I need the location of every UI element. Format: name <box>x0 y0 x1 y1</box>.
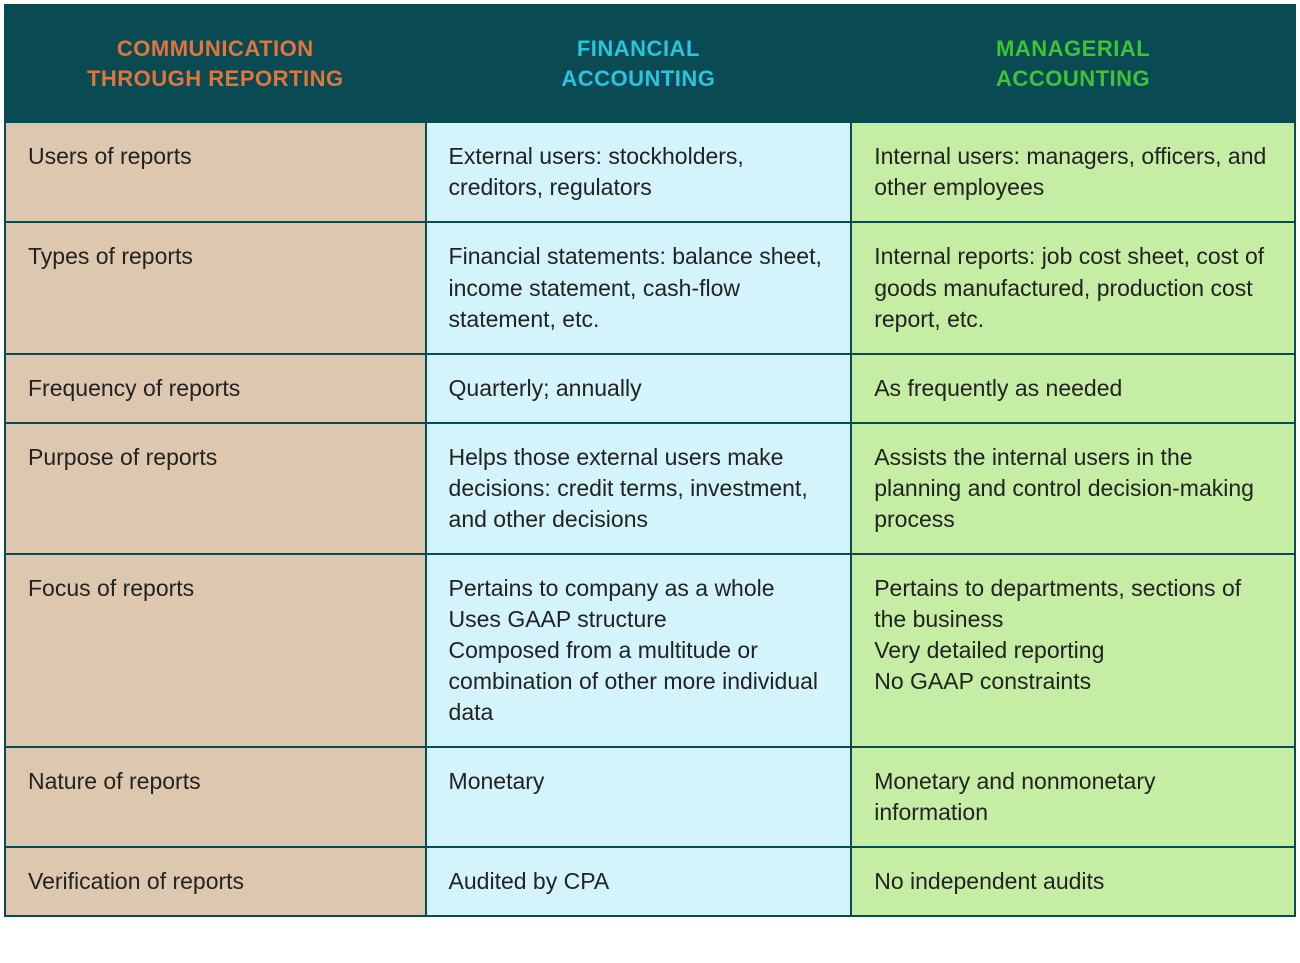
managerial-cell: Assists the internal users in the planni… <box>851 423 1295 554</box>
row-label: Users of reports <box>5 122 426 222</box>
managerial-cell: No independent audits <box>851 847 1295 916</box>
managerial-cell: Internal users: managers, officers, and … <box>851 122 1295 222</box>
table-row: Purpose of reports Helps those external … <box>5 423 1295 554</box>
managerial-cell: Pertains to departments, sections of the… <box>851 554 1295 747</box>
financial-cell: External users: stockholders, creditors,… <box>426 122 852 222</box>
financial-cell: Quarterly; annually <box>426 354 852 423</box>
header-managerial: MANAGERIALACCOUNTING <box>851 5 1295 122</box>
header-financial: FINANCIALACCOUNTING <box>426 5 852 122</box>
header-communication: COMMUNICATIONTHROUGH REPORTING <box>5 5 426 122</box>
row-label: Frequency of reports <box>5 354 426 423</box>
financial-cell: Audited by CPA <box>426 847 852 916</box>
table-row: Types of reports Financial statements: b… <box>5 222 1295 353</box>
row-label: Purpose of reports <box>5 423 426 554</box>
table-row: Verification of reports Audited by CPA N… <box>5 847 1295 916</box>
managerial-cell: As frequently as needed <box>851 354 1295 423</box>
managerial-cell: Internal reports: job cost sheet, cost o… <box>851 222 1295 353</box>
row-label: Focus of reports <box>5 554 426 747</box>
table-body: Users of reports External users: stockho… <box>5 122 1295 916</box>
financial-cell: Financial statements: balance sheet, inc… <box>426 222 852 353</box>
row-label: Types of reports <box>5 222 426 353</box>
table-row: Users of reports External users: stockho… <box>5 122 1295 222</box>
financial-cell: Helps those external users make decision… <box>426 423 852 554</box>
table-header-row: COMMUNICATIONTHROUGH REPORTING FINANCIAL… <box>5 5 1295 122</box>
row-label: Nature of reports <box>5 747 426 847</box>
table-row: Focus of reports Pertains to company as … <box>5 554 1295 747</box>
financial-cell: Monetary <box>426 747 852 847</box>
table-row: Frequency of reports Quarterly; annually… <box>5 354 1295 423</box>
managerial-cell: Monetary and nonmonetary information <box>851 747 1295 847</box>
table-row: Nature of reports Monetary Monetary and … <box>5 747 1295 847</box>
comparison-table: COMMUNICATIONTHROUGH REPORTING FINANCIAL… <box>4 4 1296 917</box>
row-label: Verification of reports <box>5 847 426 916</box>
financial-cell: Pertains to company as a wholeUses GAAP … <box>426 554 852 747</box>
